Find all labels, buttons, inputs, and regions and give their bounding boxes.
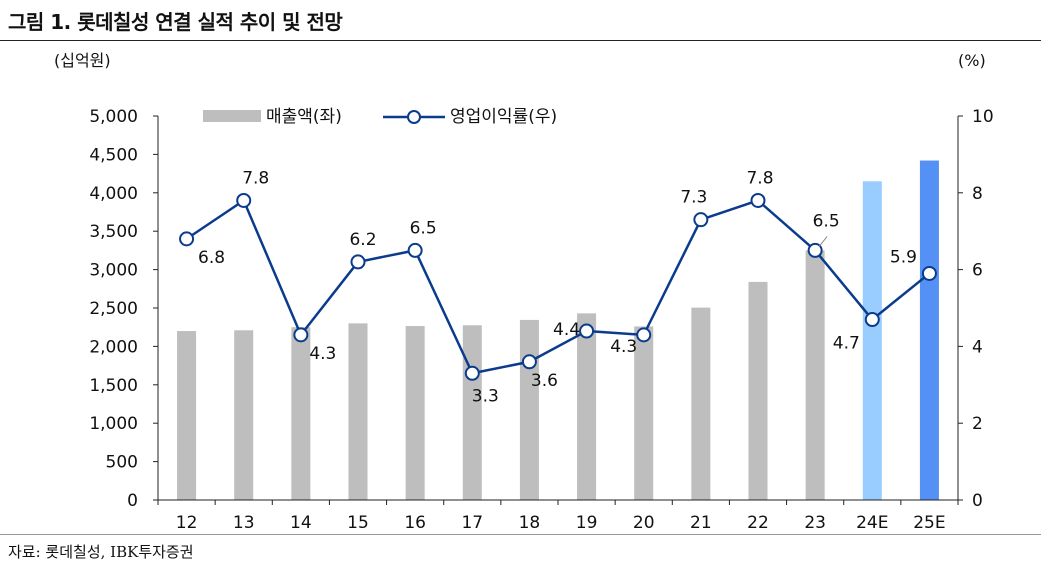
- labels-layer: 6.8 7.8 4.3 6.2 6.5 3.3 3.6 4.4 4.3 7.3 7.8 6.5 4.7 5…: [198, 168, 917, 406]
- label-leader-line: [818, 236, 828, 247]
- right-tick-label: 6: [972, 261, 983, 281]
- margin-label-14: 4.3: [309, 344, 336, 364]
- right-tick-label: 2: [972, 414, 983, 434]
- x-tick-label: 22: [747, 513, 769, 533]
- left-tick-label: 0: [127, 491, 138, 511]
- x-tick-label: 23: [804, 513, 826, 533]
- legend-line-label: 영업이익률(우): [450, 107, 557, 127]
- title-rule: [0, 40, 1041, 41]
- margin-point-19: [579, 323, 595, 339]
- left-tick-label: 3,000: [89, 261, 138, 281]
- margin-point-18: [521, 354, 537, 370]
- margin-point-15: [350, 254, 366, 270]
- margin-label-12: 6.8: [198, 248, 225, 268]
- legend-marker: [407, 110, 421, 124]
- margin-label-21: 7.3: [680, 188, 707, 208]
- x-tick-label: 14: [290, 513, 312, 533]
- bar-14: [291, 327, 311, 500]
- margin-point-16: [407, 242, 423, 258]
- bar-24E: [862, 181, 882, 500]
- bar-13: [234, 330, 254, 500]
- bar-19: [577, 313, 597, 500]
- margin-point-23: [807, 242, 823, 258]
- left-tick-label: 4,500: [89, 145, 138, 165]
- legend-bar-swatch: [203, 110, 261, 122]
- bar-17: [462, 325, 482, 500]
- margin-label-18: 3.6: [531, 371, 558, 391]
- left-tick-label: 3,500: [89, 222, 138, 242]
- margin-label-23: 6.5: [813, 211, 840, 231]
- bar-22: [748, 281, 768, 500]
- left-tick-label: 2,000: [89, 337, 138, 357]
- x-tick-label: 25E: [913, 513, 945, 533]
- margin-label-16: 6.5: [410, 218, 437, 238]
- x-tick-label: 18: [519, 513, 541, 533]
- margin-point-12: [179, 231, 195, 247]
- margin-label-13: 7.8: [242, 168, 269, 188]
- x-tick-label: 19: [576, 513, 598, 533]
- x-tick-label: 20: [633, 513, 655, 533]
- x-tick-label: 12: [176, 513, 198, 533]
- x-tick-label: 24E: [856, 513, 888, 533]
- left-axis-unit: (십억원): [54, 51, 111, 70]
- source-note: 자료: 롯데칠성, IBK투자증권: [8, 543, 194, 561]
- left-tick-label: 1,000: [89, 414, 138, 434]
- axes-layer: 0 500 1,000 1,500 2,000 2,500 3,000 3,500 4,000 4…: [54, 51, 994, 533]
- bar-16: [405, 326, 425, 500]
- margin-label-20: 4.3: [610, 337, 637, 357]
- bar-20: [634, 326, 654, 500]
- bar-25E: [919, 160, 939, 500]
- bar-18: [519, 319, 539, 500]
- bottom-rule: [0, 534, 1041, 535]
- left-tick-label: 500: [106, 453, 138, 473]
- right-tick-label: 0: [972, 491, 983, 511]
- margin-point-17: [464, 365, 480, 381]
- left-tick-label: 4,000: [89, 184, 138, 204]
- left-tick-label: 5,000: [89, 107, 138, 127]
- margin-point-20: [636, 327, 652, 343]
- right-tick-label: 8: [972, 184, 983, 204]
- margin-point-24E: [864, 312, 880, 328]
- right-axis-unit: (%): [958, 51, 986, 70]
- right-tick-label: 10: [972, 107, 994, 127]
- legend-bar-label: 매출액(좌): [266, 107, 342, 127]
- x-tick-label: 15: [347, 513, 369, 533]
- line-layer: [179, 192, 937, 381]
- x-tick-label: 21: [690, 513, 712, 533]
- margin-point-21: [693, 212, 709, 228]
- bar-23: [805, 250, 825, 500]
- margin-label-22: 7.8: [746, 168, 773, 188]
- x-tick-label: 13: [233, 513, 255, 533]
- legend: 매출액(좌) 영업이익률(우): [203, 107, 557, 127]
- margin-point-22: [750, 192, 766, 208]
- margin-point-14: [293, 327, 309, 343]
- right-tick-label: 4: [972, 337, 983, 357]
- margin-label-24E: 4.7: [833, 334, 860, 354]
- margin-point-13: [236, 192, 252, 208]
- margin-label-17: 3.3: [472, 386, 499, 406]
- margin-point-25E: [921, 265, 937, 281]
- margin-line: [185, 199, 931, 375]
- x-tick-label: 17: [461, 513, 483, 533]
- bar-21: [691, 307, 711, 500]
- left-tick-label: 2,500: [89, 299, 138, 319]
- left-tick-label: 1,500: [89, 376, 138, 396]
- margin-label-19: 4.4: [553, 320, 580, 340]
- bar-15: [348, 323, 368, 500]
- margin-label-25E: 5.9: [890, 247, 917, 267]
- margin-label-15: 6.2: [349, 230, 376, 250]
- figure-title: 그림 1. 롯데칠성 연결 실적 추이 및 전망: [8, 10, 343, 34]
- bar-12: [177, 331, 197, 500]
- x-tick-label: 16: [404, 513, 426, 533]
